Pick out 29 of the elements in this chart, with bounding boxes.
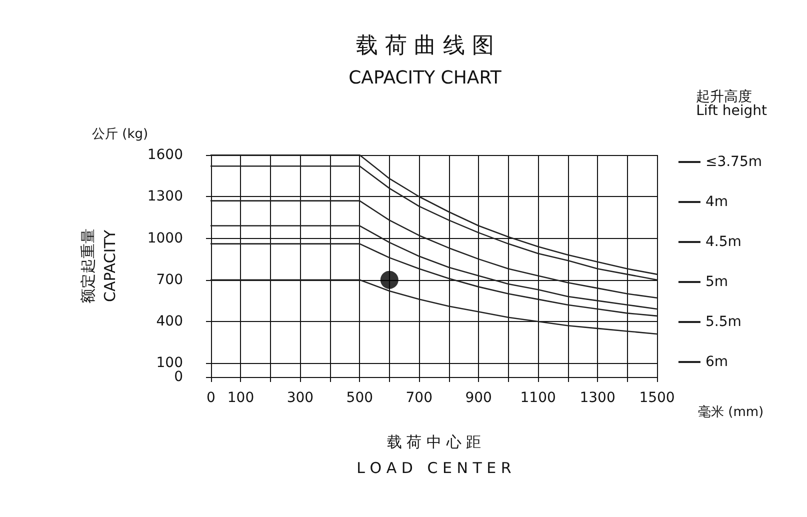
legend-label: ≤3.75m <box>705 154 762 170</box>
x-tick-label: 0 <box>206 390 216 406</box>
x-tick-label: 900 <box>465 390 492 406</box>
x-tick-label: 100 <box>227 390 254 406</box>
x-tick-label: 1500 <box>639 390 675 406</box>
legend-title: 起升高度 Lift height <box>696 89 768 119</box>
x-tick-label: 1300 <box>580 390 616 406</box>
y-axis-title: 额定起重量 CAPACITY <box>79 228 119 304</box>
text: 公斤 (kg) <box>92 127 148 142</box>
y-tick-label: 1600 <box>147 147 183 163</box>
y-tick-label: 1300 <box>147 188 183 205</box>
legend-label: 5m <box>705 274 728 290</box>
legend-label: 6m <box>705 354 728 370</box>
x-tick-label: 700 <box>406 390 432 406</box>
x-tick-label: 1100 <box>520 390 556 406</box>
x-tick-label: 300 <box>286 390 314 406</box>
legend-label: 5.5m <box>705 314 742 330</box>
text: 毫米 (mm) <box>698 404 764 420</box>
chart-subtitle: CAPACITY CHART <box>348 68 502 88</box>
y-tick-label: 100 <box>156 355 183 372</box>
legend-label: 4m <box>705 194 728 210</box>
y-tick-label: 700 <box>156 272 183 288</box>
x-axis-title: 载 荷 中 心 距 L O A D C E N T E R <box>356 433 512 477</box>
y-tick-label: 1000 <box>147 230 183 246</box>
x-tick-label: 500 <box>346 390 374 406</box>
legend-label: 4.5m <box>705 234 742 250</box>
y-tick-label: 400 <box>156 314 183 330</box>
y-tick-label: 0 <box>174 369 183 385</box>
chart-title: 载 荷 曲 线 图 <box>356 34 494 58</box>
